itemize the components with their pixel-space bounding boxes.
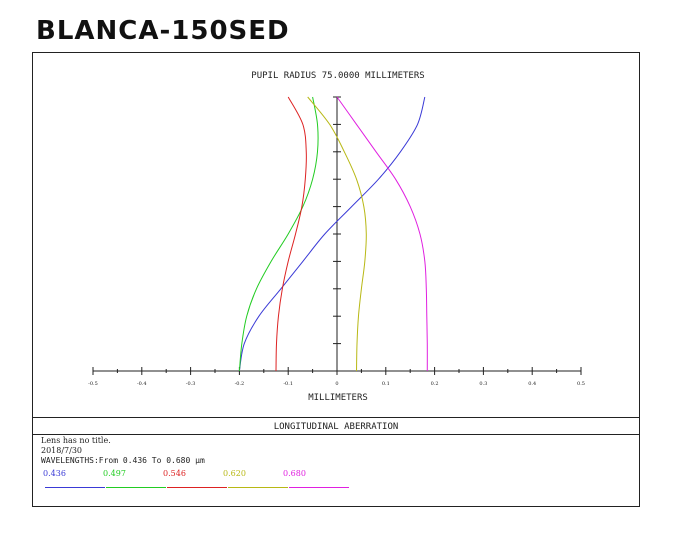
x-tick-label: 0 <box>335 381 338 387</box>
wavelength-label-0.620: 0.620 <box>223 469 246 478</box>
x-tick-label: 0.3 <box>479 381 487 387</box>
aberration-plot: PUPIL RADIUS 75.0000 MILLIMETERS -0.5 -0.… <box>88 71 585 403</box>
wavelength-label-0.680: 0.680 <box>283 469 306 478</box>
x-tick-label: 0.2 <box>431 381 439 387</box>
x-tick-label: 0.1 <box>382 381 390 387</box>
x-tick-label: -0.5 <box>88 381 98 387</box>
lens-info: Lens has no title. 2018/7/30 WAVELENGTHS… <box>41 436 205 466</box>
page-heading: BLANCA-150SED <box>36 16 290 46</box>
lens-title-text: Lens has no title. <box>41 436 111 445</box>
curve-0.497 <box>238 96 319 372</box>
curves <box>238 96 428 372</box>
wavelength-label-0.497: 0.497 <box>103 469 126 478</box>
x-tick-label: 0.5 <box>577 381 585 387</box>
curve-0.436 <box>238 96 426 372</box>
curve-0.620 <box>307 96 367 372</box>
x-tick-label: -0.2 <box>235 381 245 387</box>
chart-title: PUPIL RADIUS 75.0000 MILLIMETERS <box>251 71 424 81</box>
curve-0.546 <box>275 96 307 372</box>
wavelength-label-0.546: 0.546 <box>163 469 186 478</box>
curve-0.680 <box>336 96 428 372</box>
chart-frame: PUPIL RADIUS 75.0000 MILLIMETERS -0.5 -0.… <box>32 52 640 507</box>
date-text: 2018/7/30 <box>41 446 83 455</box>
x-tick-label: -0.4 <box>137 381 147 387</box>
wavelength-label-0.436: 0.436 <box>43 469 66 478</box>
x-axis-label: MILLIMETERS <box>308 393 368 403</box>
section-title: LONGITUDINAL ABERRATION <box>33 417 639 435</box>
wavelength-range-text: WAVELENGTHS:From 0.436 To 0.680 µm <box>41 456 205 465</box>
axes: -0.5 -0.4 -0.3 -0.2 -0.1 0 0.1 0.2 0.3 0.4 0.5 <box>88 96 585 387</box>
x-tick-label: -0.3 <box>186 381 196 387</box>
x-tick-label: 0.4 <box>528 381 536 387</box>
wavelength-line-0.620 <box>228 487 288 488</box>
x-tick-label: -0.1 <box>283 381 293 387</box>
wavelength-legend: 0.436 0.497 0.546 0.620 0.680 <box>43 469 363 493</box>
wavelength-line-0.546 <box>167 487 227 488</box>
wavelength-line-0.680 <box>289 487 349 488</box>
wavelength-line-0.497 <box>106 487 166 488</box>
wavelength-line-0.436 <box>45 487 105 488</box>
